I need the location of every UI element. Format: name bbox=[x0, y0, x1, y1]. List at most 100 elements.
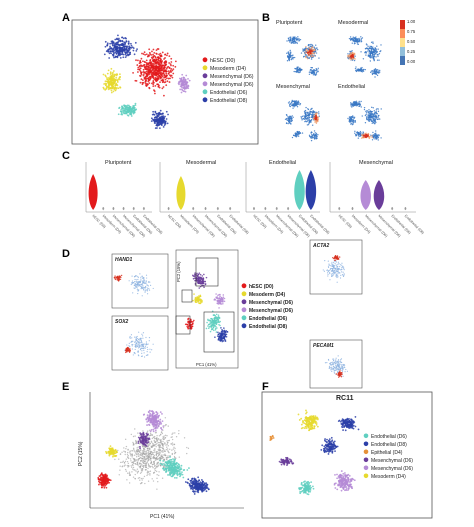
cluster-points bbox=[308, 130, 319, 142]
cluster-points bbox=[103, 34, 138, 59]
legend-label: Mesenchymal (D6) bbox=[210, 82, 254, 88]
feature-map: Endothelial bbox=[338, 84, 382, 141]
colorbar-tick: 1.00 bbox=[407, 19, 416, 24]
cluster-points bbox=[354, 66, 367, 73]
gene-label: ACTA2 bbox=[312, 243, 330, 249]
legend-marker bbox=[241, 291, 247, 297]
legend-marker bbox=[363, 465, 369, 471]
panel-label-e: E bbox=[62, 381, 70, 393]
violin bbox=[204, 206, 207, 211]
cluster-points bbox=[124, 346, 132, 354]
cluster-points bbox=[150, 109, 169, 130]
violin bbox=[294, 170, 305, 210]
cluster-points bbox=[370, 130, 382, 141]
cluster-points bbox=[297, 409, 319, 432]
pca-e-background-cells bbox=[113, 417, 190, 490]
colorbar-tick: 0.25 bbox=[407, 49, 416, 54]
gene-inset: SOX2 bbox=[111, 315, 169, 371]
legend-marker bbox=[241, 307, 247, 313]
legend-label: Mesenchymal (D6) bbox=[371, 466, 413, 472]
cluster-points bbox=[278, 456, 295, 467]
violin bbox=[373, 180, 385, 210]
legend-marker bbox=[202, 57, 208, 63]
violin bbox=[142, 206, 145, 211]
feature-map-title: Mesodermal bbox=[338, 20, 368, 26]
feature-map-title: Mesenchymal bbox=[276, 84, 310, 90]
violin-group-title: Mesenchymal bbox=[359, 160, 393, 166]
panel-a-legend: hESC (D0) Mesoderm (D4) Mesenchymal (D6) Me… bbox=[202, 57, 254, 104]
cluster-points bbox=[102, 67, 122, 94]
legend-marker bbox=[363, 449, 369, 455]
cluster-points bbox=[333, 470, 356, 492]
cluster-points bbox=[192, 293, 204, 305]
cluster-points bbox=[269, 434, 275, 441]
legend-label: Endothelial (D6) bbox=[210, 90, 247, 96]
legend-label: Endothelial (D6) bbox=[371, 434, 407, 440]
cluster-points bbox=[348, 36, 364, 46]
violin bbox=[216, 206, 219, 211]
legend-label: Endothelial (D8) bbox=[249, 324, 287, 330]
panel-label-b: B bbox=[262, 12, 270, 24]
panel-f-title: RC11 bbox=[336, 395, 354, 402]
cluster-points bbox=[350, 100, 362, 108]
legend-label: Endothelial (D6) bbox=[249, 316, 287, 322]
feature-map: Mesenchymal bbox=[276, 84, 320, 142]
cluster-points bbox=[159, 456, 190, 479]
cluster-points bbox=[142, 409, 165, 433]
cluster-points bbox=[113, 274, 123, 282]
legend-marker bbox=[202, 89, 208, 95]
violin bbox=[391, 206, 394, 211]
cluster-points bbox=[105, 445, 118, 458]
cluster-points bbox=[286, 36, 302, 45]
panel-d-pca: PC2 (15%) PC1 (41%) HAND1 SOX2 ACTA2 PECAM1 hE… bbox=[111, 239, 363, 389]
cluster-points bbox=[205, 310, 221, 333]
cluster-points bbox=[320, 436, 339, 455]
legend-marker bbox=[363, 457, 369, 463]
violin bbox=[351, 206, 354, 211]
legend-label: Mesenchymal (D6) bbox=[249, 300, 293, 306]
cluster-points bbox=[284, 113, 294, 125]
cluster-points bbox=[291, 130, 304, 139]
cluster-points bbox=[322, 259, 345, 283]
cluster-points bbox=[137, 431, 151, 450]
legend-marker bbox=[241, 299, 247, 305]
cluster-points bbox=[132, 48, 177, 97]
cluster-points bbox=[324, 355, 348, 377]
cluster-points bbox=[177, 73, 191, 94]
feature-map-title: Endothelial bbox=[338, 84, 365, 90]
gene-label: HAND1 bbox=[115, 257, 132, 263]
panel-f-frame bbox=[261, 391, 433, 519]
panel-a-tsne bbox=[102, 34, 191, 130]
violin bbox=[176, 176, 186, 210]
panel-f-tsne: RC11 Endothelial (D6) Endothelial (D8) Epit… bbox=[269, 395, 413, 496]
feature-map-title: Pluripotent bbox=[276, 20, 303, 26]
legend-label: Mesenchymal (D6) bbox=[371, 458, 413, 464]
pca-ylabel: PC2 (15%) bbox=[176, 261, 181, 282]
cluster-points bbox=[308, 66, 319, 76]
legend-marker bbox=[202, 97, 208, 103]
legend-label: Mesoderm (D4) bbox=[249, 292, 285, 298]
violin bbox=[404, 206, 407, 211]
legend-marker bbox=[202, 65, 208, 71]
violin bbox=[88, 174, 98, 210]
cluster-points bbox=[332, 255, 341, 261]
legend-marker bbox=[241, 283, 247, 289]
panel-label-c: C bbox=[62, 150, 70, 162]
cluster-points bbox=[335, 370, 343, 378]
violin bbox=[264, 206, 267, 211]
legend-label: Epithelial (D4) bbox=[371, 450, 403, 456]
violin bbox=[253, 206, 255, 211]
legend-label: Mesoderm (D4) bbox=[371, 474, 406, 480]
violin bbox=[338, 206, 341, 211]
panel-label-a: A bbox=[62, 12, 70, 24]
violin bbox=[305, 170, 317, 210]
legend-marker bbox=[241, 315, 247, 321]
legend-label: Mesoderm (D4) bbox=[210, 66, 246, 72]
cluster-points bbox=[124, 331, 154, 358]
violin bbox=[132, 206, 135, 211]
legend-marker bbox=[363, 473, 369, 479]
